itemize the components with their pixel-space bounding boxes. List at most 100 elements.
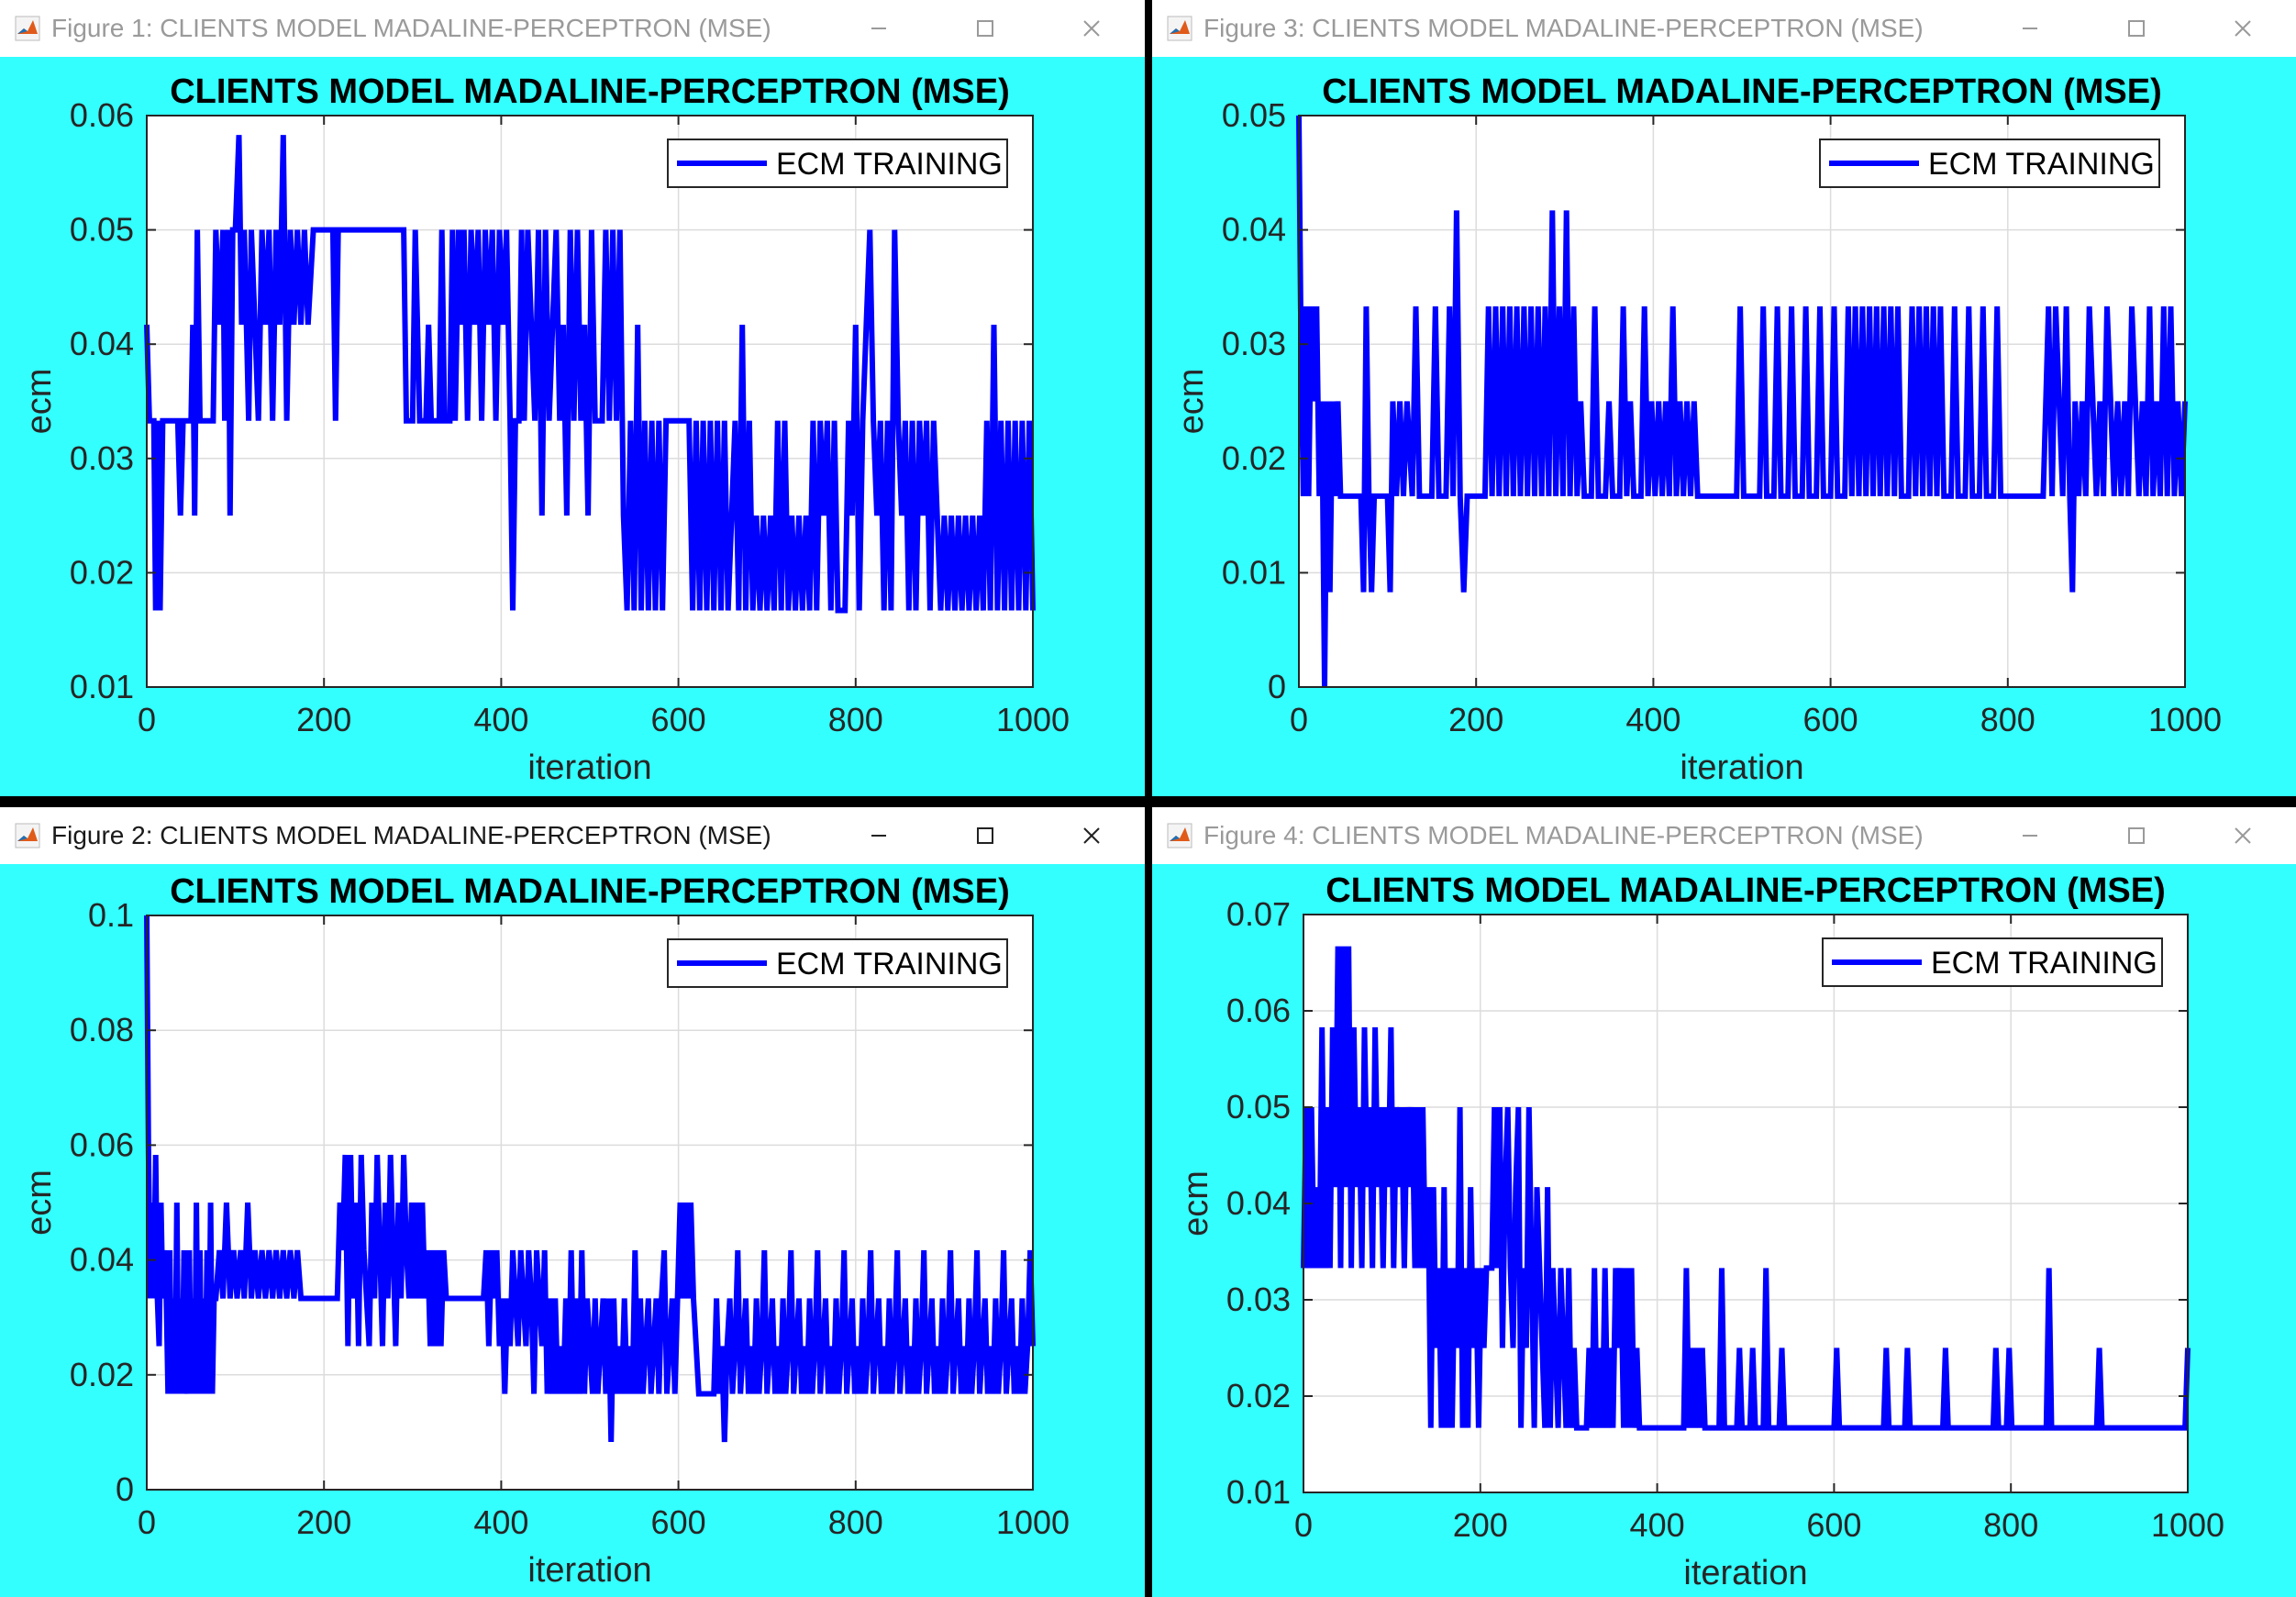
- y-axis-label: ecm: [1172, 369, 1211, 435]
- chart-title: CLIENTS MODEL MADALINE-PERCEPTRON (MSE): [170, 872, 1010, 911]
- close-icon: [1083, 20, 1100, 37]
- y-tick-label: 0.03: [1222, 325, 1286, 362]
- y-tick-label: 0.1: [88, 896, 134, 934]
- x-tick-label: 400: [473, 1503, 528, 1541]
- series-line: [1296, 115, 2188, 688]
- window-title: Figure 2: CLIENTS MODEL MADALINE-PERCEPT…: [51, 821, 771, 849]
- y-tick-label: 0.05: [1222, 96, 1286, 134]
- maximize-button[interactable]: [2083, 807, 2190, 864]
- window-title: Figure 4: CLIENTS MODEL MADALINE-PERCEPT…: [1203, 821, 1924, 849]
- figure-plot[interactable]: CLIENTS MODEL MADALINE-PERCEPTRON (MSE) 0…: [1152, 57, 2296, 796]
- y-tick-label: 0.04: [1222, 211, 1286, 249]
- x-tick-label: 0: [1290, 701, 1308, 738]
- x-tick-label: 600: [651, 1503, 706, 1541]
- y-tick-label: 0.01: [1222, 553, 1286, 591]
- y-tick-label: 0.04: [1226, 1184, 1291, 1222]
- x-axis-label: iteration: [1683, 1554, 1807, 1592]
- axes-background: [147, 915, 1033, 1490]
- y-tick-label: 0.03: [70, 439, 134, 477]
- matlab-icon: [15, 16, 40, 41]
- x-tick-label: 1000: [2148, 701, 2222, 738]
- y-tick-label: 0.05: [70, 211, 134, 249]
- y-axis-label: ecm: [20, 1170, 59, 1236]
- chart-title: CLIENTS MODEL MADALINE-PERCEPTRON (MSE): [1322, 72, 2162, 111]
- y-tick-label: 0.06: [1226, 992, 1291, 1029]
- y-tick-label: 0.04: [70, 325, 134, 362]
- x-tick-label: 600: [651, 701, 706, 738]
- y-tick-label: 0.01: [70, 668, 134, 705]
- x-tick-label: 0: [1294, 1506, 1313, 1544]
- x-tick-label: 400: [473, 701, 528, 738]
- maximize-icon: [977, 20, 993, 37]
- maximize-icon: [977, 827, 993, 844]
- y-tick-label: 0.02: [1222, 439, 1286, 477]
- maximize-button[interactable]: [932, 0, 1038, 57]
- close-icon: [2235, 20, 2251, 37]
- series-line: [144, 915, 1036, 1443]
- figure-plot[interactable]: CLIENTS MODEL MADALINE-PERCEPTRON (MSE) 0…: [1152, 864, 2296, 1597]
- maximize-icon: [2128, 20, 2145, 37]
- close-button[interactable]: [2190, 807, 2296, 864]
- series-line: [1301, 946, 2191, 1431]
- window-title: Figure 1: CLIENTS MODEL MADALINE-PERCEPT…: [51, 14, 771, 42]
- matlab-icon: [1167, 16, 1192, 41]
- y-tick-label: 0.04: [70, 1241, 134, 1279]
- window-titlebar[interactable]: Figure 4: CLIENTS MODEL MADALINE-PERCEPT…: [1152, 807, 2296, 864]
- close-button[interactable]: [1038, 0, 1145, 57]
- window-titlebar[interactable]: Figure 2: CLIENTS MODEL MADALINE-PERCEPT…: [0, 807, 1145, 864]
- close-button[interactable]: [2190, 0, 2296, 57]
- minimize-icon: [871, 28, 886, 29]
- x-tick-label: 800: [1980, 701, 2035, 738]
- x-axis-label: iteration: [527, 749, 651, 787]
- minimize-button[interactable]: [826, 0, 932, 57]
- window-titlebar[interactable]: Figure 1: CLIENTS MODEL MADALINE-PERCEPT…: [0, 0, 1145, 57]
- minimize-icon: [2023, 835, 2037, 837]
- x-tick-label: 1000: [996, 1503, 1070, 1541]
- y-tick-label: 0.07: [1226, 895, 1291, 933]
- legend-label: ECM TRAINING: [1928, 147, 2155, 182]
- axes-box: [1298, 115, 2186, 688]
- legend: ECM TRAINING: [667, 139, 1008, 188]
- y-tick-label: 0.03: [1226, 1281, 1291, 1318]
- figure-window-4[interactable]: Figure 4: CLIENTS MODEL MADALINE-PERCEPT…: [1152, 807, 2296, 1597]
- legend-label: ECM TRAINING: [776, 147, 1003, 182]
- y-tick-label: 0.02: [70, 1356, 134, 1393]
- y-tick-label: 0.05: [1226, 1088, 1291, 1126]
- legend: ECM TRAINING: [1819, 139, 2160, 188]
- minimize-button[interactable]: [826, 807, 932, 864]
- maximize-button[interactable]: [2083, 0, 2190, 57]
- figure-window-2[interactable]: Figure 2: CLIENTS MODEL MADALINE-PERCEPT…: [0, 807, 1145, 1597]
- minimize-icon: [871, 835, 886, 837]
- figure-window-3[interactable]: Figure 3: CLIENTS MODEL MADALINE-PERCEPT…: [1152, 0, 2296, 796]
- close-button[interactable]: [1038, 807, 1145, 864]
- series-line: [144, 135, 1036, 614]
- legend: ECM TRAINING: [1822, 937, 2163, 987]
- x-tick-label: 1000: [996, 701, 1070, 738]
- minimize-button[interactable]: [1977, 807, 2083, 864]
- y-tick-label: 0.06: [70, 96, 134, 134]
- chart-title: CLIENTS MODEL MADALINE-PERCEPTRON (MSE): [1325, 871, 2166, 910]
- y-axis-label: ecm: [1177, 1170, 1215, 1237]
- y-tick-label: 0.06: [70, 1126, 134, 1163]
- window-titlebar[interactable]: Figure 3: CLIENTS MODEL MADALINE-PERCEPT…: [1152, 0, 2296, 57]
- window-title: Figure 3: CLIENTS MODEL MADALINE-PERCEPT…: [1203, 14, 1924, 42]
- maximize-button[interactable]: [932, 807, 1038, 864]
- x-axis-label: iteration: [527, 1551, 651, 1590]
- x-tick-label: 400: [1630, 1506, 1685, 1544]
- close-icon: [2235, 827, 2251, 844]
- figure-window-1[interactable]: Figure 1: CLIENTS MODEL MADALINE-PERCEPT…: [0, 0, 1145, 796]
- x-tick-label: 200: [1448, 701, 1503, 738]
- y-tick-label: 0.01: [1226, 1473, 1291, 1511]
- legend-label: ECM TRAINING: [776, 947, 1003, 981]
- x-tick-label: 800: [828, 701, 883, 738]
- figure-plot[interactable]: CLIENTS MODEL MADALINE-PERCEPTRON (MSE) 0…: [0, 864, 1145, 1597]
- axes-box: [146, 115, 1034, 688]
- y-tick-label: 0: [1268, 668, 1286, 705]
- figure-plot[interactable]: CLIENTS MODEL MADALINE-PERCEPTRON (MSE) 0…: [0, 57, 1145, 796]
- maximize-icon: [2128, 827, 2145, 844]
- legend-label: ECM TRAINING: [1931, 946, 2157, 981]
- legend: ECM TRAINING: [667, 938, 1008, 988]
- minimize-button[interactable]: [1977, 0, 2083, 57]
- y-axis-label: ecm: [20, 369, 59, 435]
- y-tick-label: 0: [116, 1470, 134, 1508]
